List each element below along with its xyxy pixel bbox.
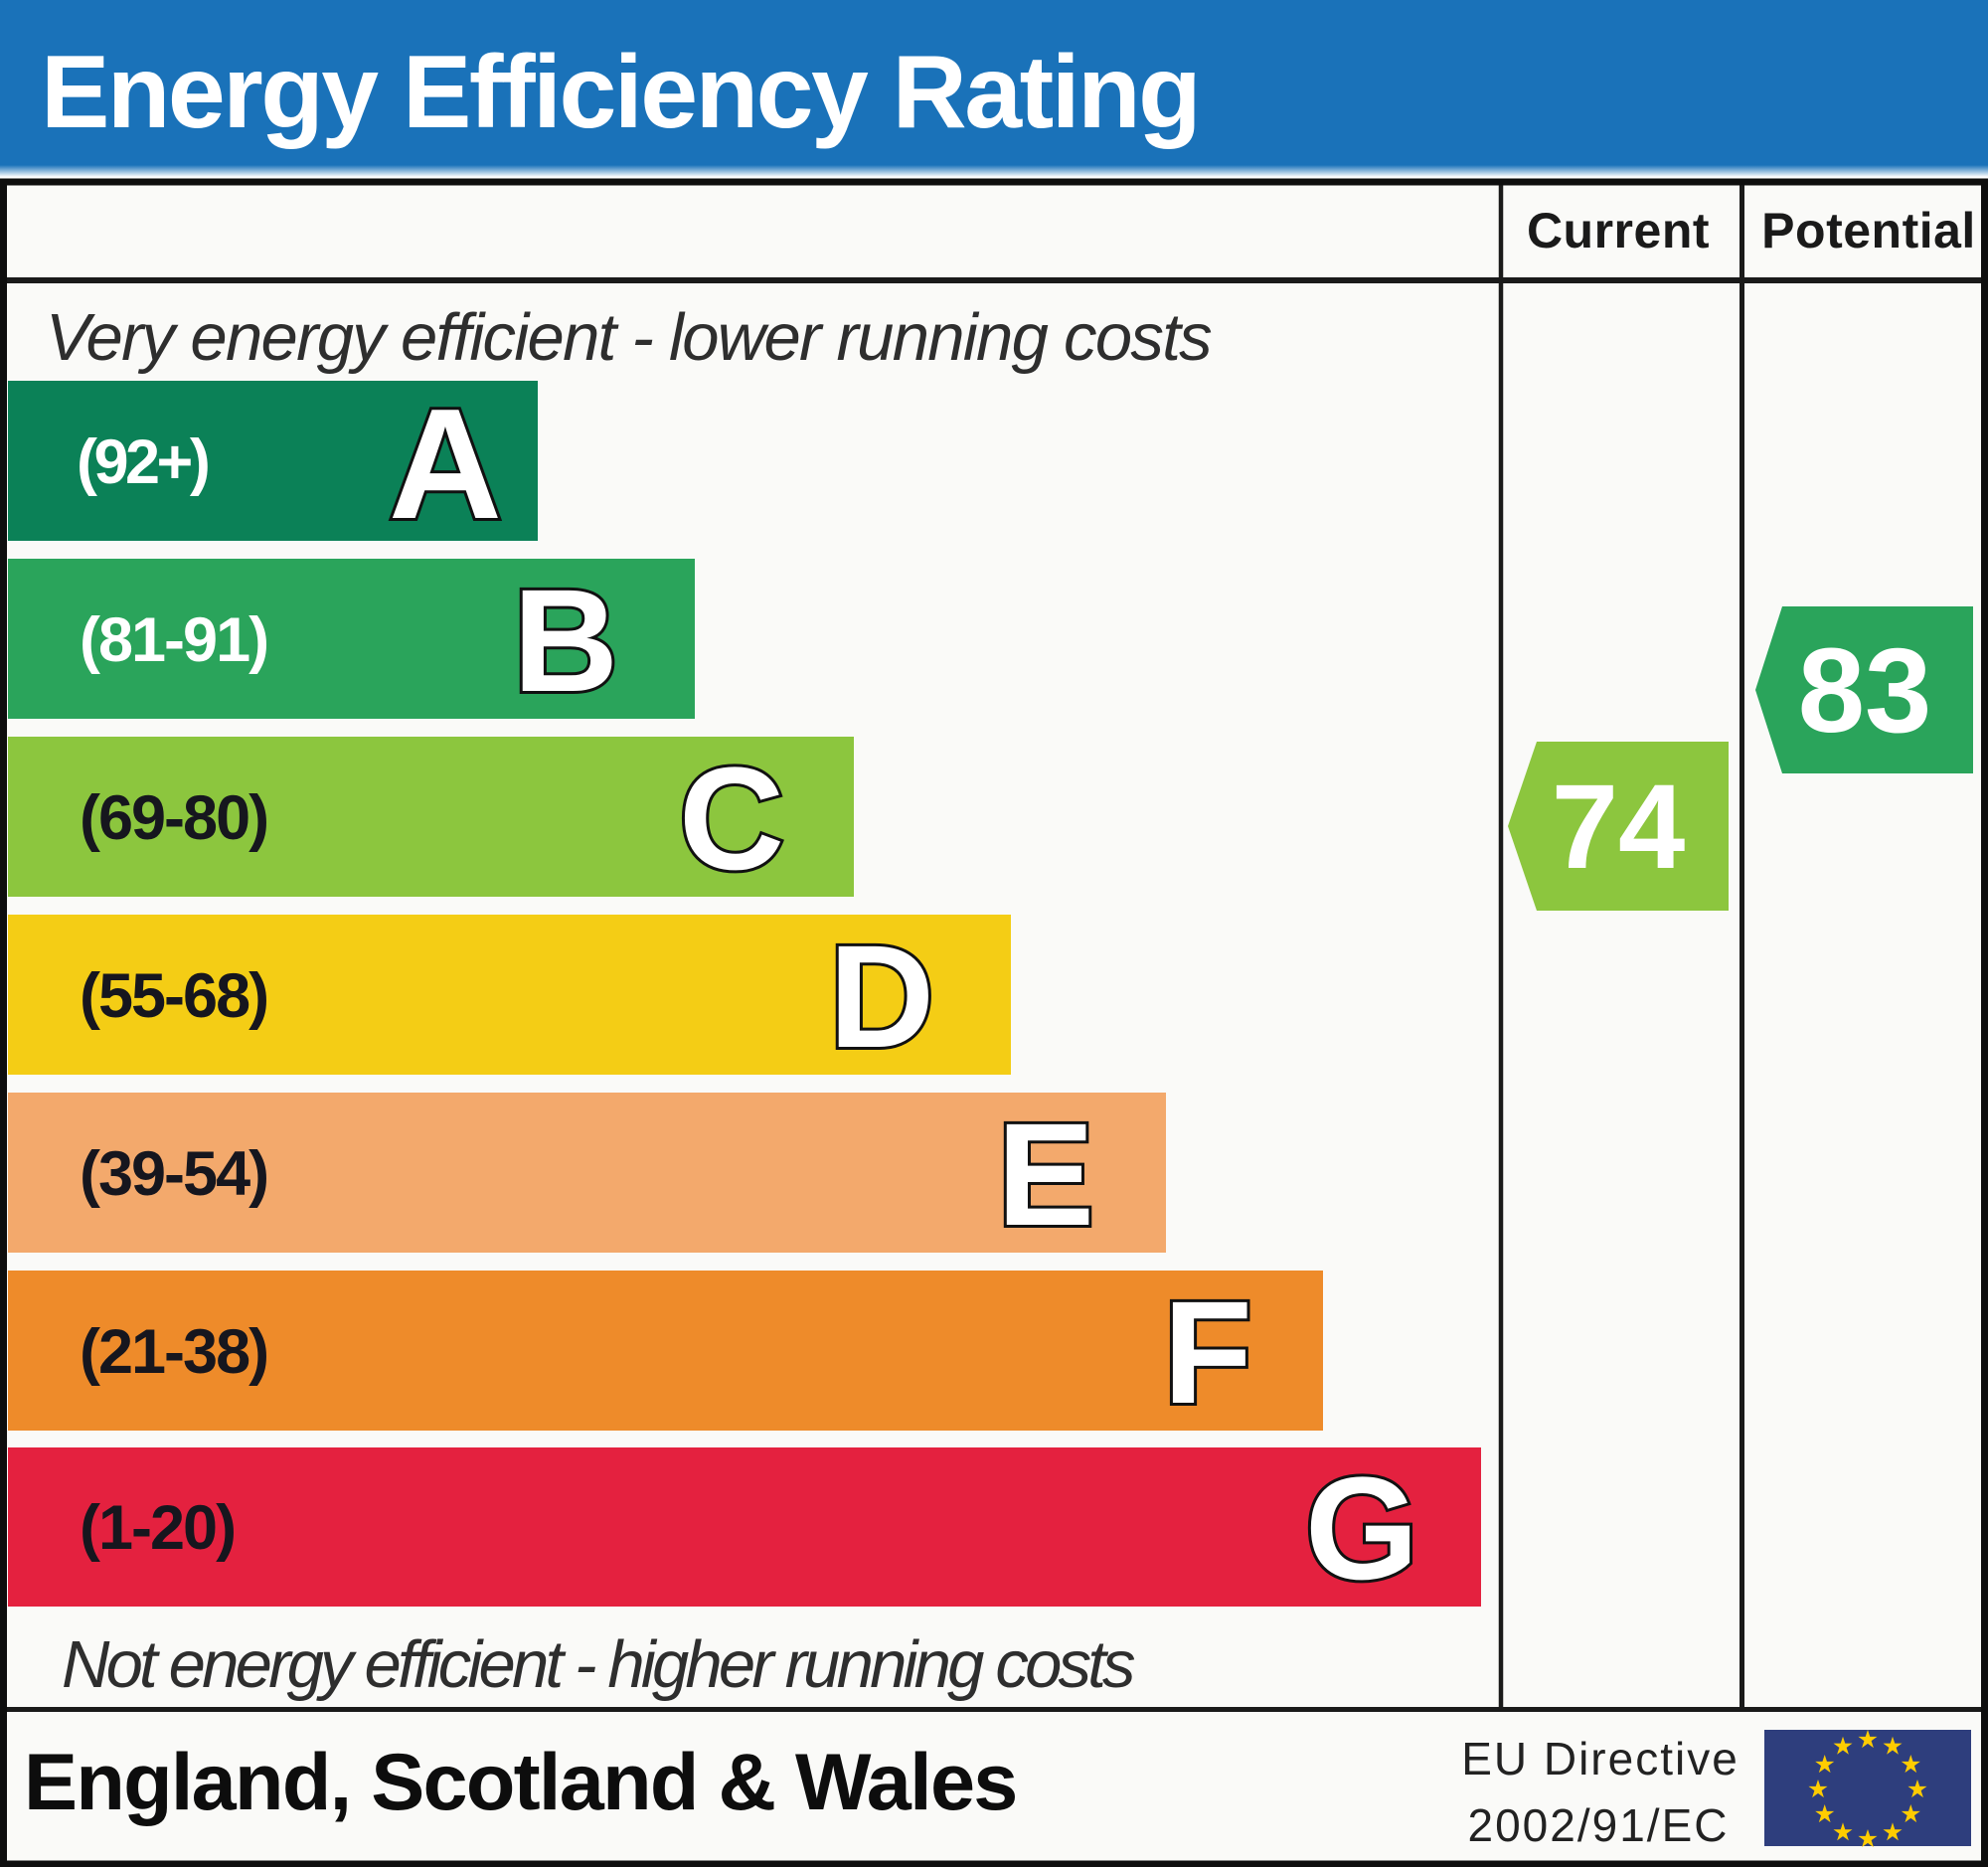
svg-text:C: C: [679, 738, 784, 901]
svg-text:Current: Current: [1527, 203, 1710, 258]
svg-text:(55-68): (55-68): [80, 961, 267, 1031]
svg-text:Very energy efficient - lower: Very energy efficient - lower running co…: [46, 300, 1212, 375]
svg-text:England, Scotland & Wales: England, Scotland & Wales: [24, 1738, 1017, 1827]
svg-text:G: G: [1305, 1447, 1418, 1611]
svg-text:83: 83: [1798, 622, 1932, 758]
svg-text:Potential: Potential: [1761, 203, 1976, 258]
svg-text:(21-38): (21-38): [80, 1317, 267, 1387]
svg-text:F: F: [1163, 1272, 1252, 1435]
svg-text:Not energy efficient - higher: Not energy efficient - higher running co…: [62, 1627, 1135, 1702]
svg-text:(92+): (92+): [77, 427, 208, 497]
svg-text:2002/91/EC: 2002/91/EC: [1468, 1799, 1730, 1851]
svg-text:Energy Efficiency Rating: Energy Efficiency Rating: [41, 35, 1199, 150]
svg-text:E: E: [997, 1094, 1094, 1257]
svg-text:D: D: [829, 916, 934, 1079]
svg-text:74: 74: [1552, 759, 1686, 894]
svg-text:(1-20): (1-20): [80, 1493, 235, 1563]
svg-text:A: A: [389, 377, 502, 552]
svg-text:(39-54): (39-54): [80, 1139, 267, 1209]
svg-text:EU Directive: EU Directive: [1461, 1733, 1740, 1784]
svg-text:(69-80): (69-80): [80, 783, 267, 853]
svg-text:(81-91): (81-91): [80, 605, 267, 675]
svg-text:B: B: [513, 560, 618, 723]
